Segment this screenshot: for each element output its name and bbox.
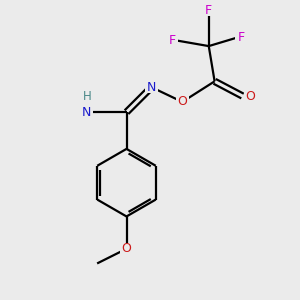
Bar	[202, 5, 215, 16]
Text: F: F	[238, 31, 244, 44]
Bar	[80, 106, 93, 118]
Text: N: N	[82, 106, 92, 119]
Text: H: H	[82, 90, 91, 104]
Text: O: O	[177, 95, 187, 108]
Text: F: F	[169, 34, 176, 47]
Text: F: F	[205, 4, 212, 17]
Text: O: O	[245, 89, 255, 103]
Bar	[166, 34, 178, 46]
Bar	[244, 90, 256, 102]
Bar	[235, 32, 248, 43]
Bar	[176, 96, 189, 107]
Text: N: N	[147, 81, 156, 94]
Text: O: O	[122, 242, 131, 255]
Bar	[145, 82, 158, 93]
Bar	[120, 243, 133, 254]
